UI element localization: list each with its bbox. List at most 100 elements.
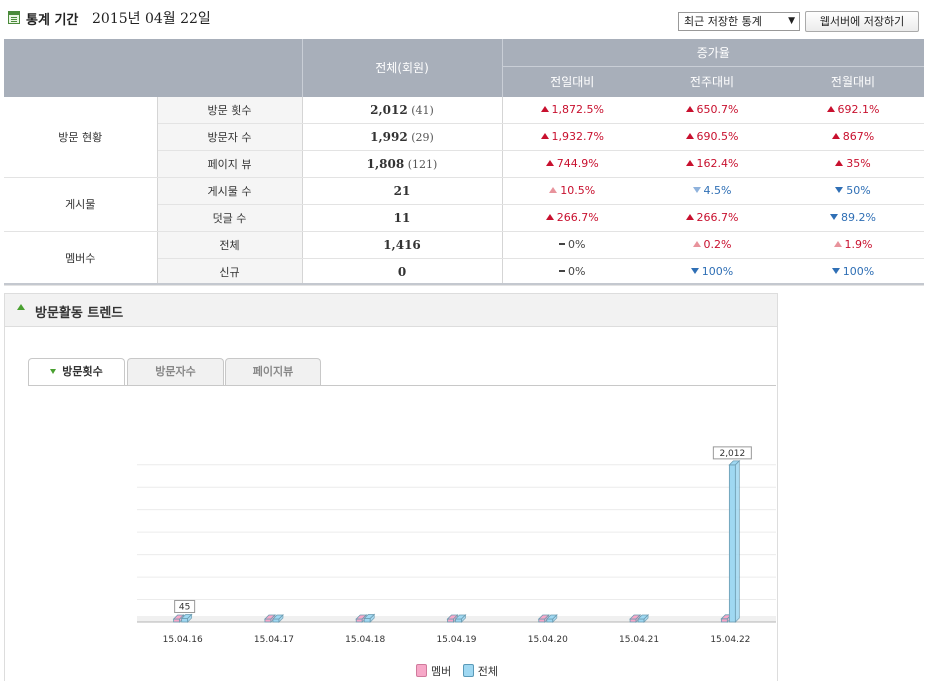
change-week-cell: 0.2% [642,231,782,259]
change-week-cell: 4.5% [642,177,782,205]
change-day-cell: 0% [502,231,642,259]
change-month-cell: 1.9% [782,231,924,259]
trend-panel-title: 방문활동 트렌드 [35,306,124,321]
tab-pageviews-label: 페이지뷰 [252,365,294,378]
save-to-webserver-button[interactable]: 웹서버에 저장하기 [805,11,919,32]
recent-stats-select-value: 최근 저장한 통계 [684,15,762,28]
change-week-cell: 690.5% [642,123,782,151]
table-row: 방문자 수 1,992 (29) 1,932.7% 690.5% 867% [4,123,924,151]
change-week-cell: 650.7% [642,96,782,124]
period-date: 2015년 04월 22일 [92,11,211,27]
table-row: 덧글 수 11 266.7% 266.7% 89.2% [4,204,924,232]
table-row: 방문 현황 방문 횟수 2,012 (41) 1,872.5% 650.7% 692.1% [4,96,924,178]
change-value: 0% [568,265,586,278]
member-value: (29) [411,130,434,144]
no-change-icon [559,243,566,245]
legend-total: 전체 [462,664,498,678]
change-value: 0% [568,238,586,251]
change-value: 692.1% [837,103,880,116]
col-prev-day-header: 전일대비 [502,65,642,97]
legend-total-swatch [462,664,474,677]
change-value: 10.5% [560,184,596,197]
increase-icon [540,106,549,112]
change-value: 650.7% [696,103,739,116]
increase-icon [685,214,694,220]
change-value: 100% [842,265,875,278]
tab-visits-label: 방문횟수 [62,365,103,378]
change-value: 35% [846,157,871,170]
change-week-cell: 266.7% [642,204,782,232]
col-prev-week-header: 전주대비 [642,65,782,97]
change-value: 0.2% [703,238,732,251]
decrease-icon [831,268,840,274]
no-change-icon [559,270,566,272]
table-row: 멤버수 전체 1,416 0% 0.2% 1.9% [4,231,924,286]
row-label: 게시물 수 [157,177,303,205]
collapse-caret-icon[interactable] [17,304,25,310]
tab-visitors-label: 방문자수 [155,365,196,378]
change-month-cell: 100% [782,258,924,286]
increase-icon [545,160,554,166]
change-month-cell: 50% [782,177,924,205]
change-day-cell: 10.5% [502,177,642,205]
total-cell: 1,416 [302,231,503,259]
increase-icon [685,106,694,112]
increase-icon [692,241,701,247]
change-value: 867% [842,130,875,143]
recent-stats-select[interactable]: 최근 저장한 통계 ▼ [678,12,800,31]
total-value: 1,416 [383,237,421,252]
row-label: 덧글 수 [157,204,303,232]
increase-icon [826,106,835,112]
change-month-cell: 867% [782,123,924,151]
decrease-icon [692,187,701,193]
member-value: (41) [411,103,434,117]
increase-icon [835,160,844,166]
total-cell: 2,012 (41) [302,96,503,124]
change-value: 4.5% [703,184,732,197]
decrease-icon [690,268,699,274]
total-value: 0 [397,264,407,279]
change-week-cell: 162.4% [642,150,782,178]
total-cell: 11 [302,204,503,232]
row-label: 신규 [157,258,303,286]
total-value: 1,992 [370,129,408,144]
tab-visits[interactable]: 방문횟수 [28,358,125,386]
trend-panel-header[interactable]: 방문활동 트렌드 [5,293,777,327]
change-value: 162.4% [696,157,739,170]
change-day-cell: 1,932.7% [502,123,642,151]
col-prev-month-header: 전월대비 [782,65,924,97]
change-day-cell: 266.7% [502,204,642,232]
header-blank [4,39,303,97]
calendar-icon [8,11,20,24]
row-label: 페이지 뷰 [157,150,303,178]
increase-icon [540,133,549,139]
group-label: 게시물 [4,177,158,232]
legend-total-label: 전체 [477,665,498,678]
trend-panel: 방문활동 트렌드 [4,293,778,681]
change-value: 266.7% [556,211,599,224]
tab-visitors[interactable]: 방문자수 [127,358,224,385]
total-cell: 21 [302,177,503,205]
change-month-cell: 692.1% [782,96,924,124]
chart-legend: 멤버 전체 [416,663,506,679]
change-week-cell: 100% [642,258,782,286]
tab-pageviews[interactable]: 페이지뷰 [225,358,321,385]
increase-icon [831,133,840,139]
change-month-cell: 35% [782,150,924,178]
table-row: 페이지 뷰 1,808 (121) 744.9% 162.4% 35% [4,150,924,178]
total-value: 21 [393,183,411,198]
decrease-icon [830,214,839,220]
change-value: 1.9% [844,238,873,251]
change-value: 89.2% [841,211,876,224]
legend-member-swatch [416,664,427,677]
increase-icon [833,241,842,247]
col-change-header: 증가율 [502,39,924,66]
change-value: 690.5% [696,130,739,143]
chevron-down-icon: ▼ [788,16,795,26]
member-value: (121) [407,157,438,171]
change-value: 266.7% [696,211,739,224]
period-label: 통계 기간 [26,13,79,28]
row-label: 방문 횟수 [157,96,303,124]
row-label: 방문자 수 [157,123,303,151]
change-value: 50% [846,184,871,197]
